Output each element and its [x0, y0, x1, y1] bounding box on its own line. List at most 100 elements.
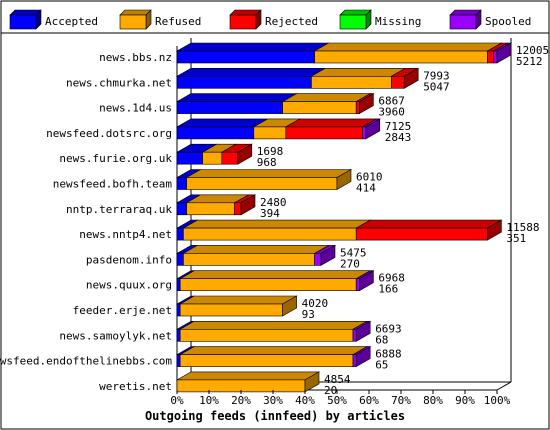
bar-accepted [176, 278, 181, 292]
total-label: 6693 [375, 322, 402, 335]
legend-swatch-missing [339, 14, 367, 30]
total-label: 12005 [516, 44, 549, 57]
bar-accepted [176, 101, 283, 114]
total-label: 5475 [340, 246, 367, 259]
bar-side [359, 93, 374, 115]
x-tick-label: 20% [231, 394, 251, 407]
bar-spooled [352, 354, 357, 367]
bar-accepted [176, 50, 315, 64]
bar-spooled [314, 253, 322, 266]
x-tick-label: 50% [327, 394, 347, 407]
bar-rejected [355, 101, 360, 114]
category-label: news.quux.org [86, 279, 172, 292]
bar-spooled [493, 50, 498, 64]
bar-accepted [176, 202, 187, 216]
bar-top-refused [179, 295, 298, 305]
x-tick-label: 90% [455, 394, 475, 407]
category-label: news.1d4.us [99, 102, 172, 115]
legend-swatch-rejected [229, 14, 257, 30]
x-tick-label: 70% [391, 394, 411, 407]
bar-refused [179, 278, 357, 292]
accepted-label: 351 [506, 232, 526, 245]
total-label: 7993 [423, 69, 450, 82]
bar-accepted [176, 354, 181, 367]
bar-side [320, 244, 336, 266]
bar-top-refused [179, 346, 369, 355]
bar-top-refused [281, 93, 372, 102]
bar-side [365, 118, 381, 140]
total-label: 4020 [302, 297, 329, 310]
category-label: news.samoylyk.net [59, 329, 172, 342]
bars [175, 42, 513, 393]
accepted-label: 968 [257, 156, 277, 169]
bar-accepted [176, 76, 312, 89]
bar-side [355, 346, 371, 368]
bar-spooled [355, 278, 360, 292]
category-labels: news.bbs.nz news.chmurka.net news.1d4.us ne… [0, 51, 172, 393]
bar-side [237, 143, 253, 165]
bar-side [359, 270, 374, 292]
bar-accepted [176, 151, 203, 165]
accepted-label: 166 [378, 283, 398, 296]
bar-top-refused [310, 68, 407, 77]
total-label: 2480 [260, 196, 287, 209]
bar-accepted [176, 126, 255, 140]
bar-rejected [221, 151, 239, 165]
accepted-label: 414 [356, 182, 376, 195]
bar-refused [314, 50, 488, 64]
bar-top-accepted [175, 93, 298, 102]
floor-right-edge [496, 381, 512, 391]
bar-top-accepted [175, 118, 269, 128]
bar-accepted [176, 177, 187, 190]
bar-refused [311, 76, 392, 89]
bar-top-rejected [355, 219, 503, 229]
total-label: 4854 [324, 373, 351, 386]
bar-side [403, 67, 419, 89]
category-label: newsfeed.endofthelinebbs.com [0, 355, 172, 368]
legend-label-refused: Refused [155, 15, 201, 28]
x-tick-label: 100% [484, 394, 511, 407]
bar-refused [186, 202, 235, 216]
x-tick-label: 10% [199, 394, 219, 407]
bar-refused [179, 328, 354, 342]
total-label: 6888 [375, 348, 402, 361]
bar-refused [282, 101, 357, 114]
bar-side [336, 168, 352, 191]
category-label: newsfeed.bofh.team [53, 178, 173, 191]
bar-side [496, 42, 512, 64]
bar-top-refused [182, 219, 372, 229]
category-label: feeder.erje.net [73, 304, 172, 317]
legend-label-accepted: Accepted [45, 15, 98, 28]
legend-label-rejected: Rejected [265, 15, 318, 28]
x-tick-label: 30% [263, 394, 283, 407]
bar-top-accepted [175, 68, 327, 77]
bar-side [240, 194, 256, 216]
bar-refused [179, 303, 283, 317]
accepted-label: 2843 [385, 131, 412, 144]
bar-top-refused [185, 169, 353, 178]
total-label: 6010 [356, 171, 383, 184]
bar-refused [183, 227, 357, 241]
category-label: weretis.net [99, 380, 172, 393]
total-label: 1698 [257, 145, 284, 158]
bar-side [355, 320, 371, 342]
category-label: news.nntp4.net [79, 228, 172, 241]
legend-swatch-accepted [9, 14, 37, 30]
bar-top-refused [179, 320, 369, 330]
x-tick-label: 80% [423, 394, 443, 407]
bar-side [282, 295, 297, 317]
legend: Accepted Refused Rejected Missing Spooled [1, 9, 549, 34]
bar-rejected [391, 76, 405, 89]
bar-top-refused [182, 245, 330, 254]
bar-side [487, 219, 502, 241]
accepted-label: 394 [260, 207, 280, 220]
category-label: nntp.terraraq.uk [66, 203, 172, 216]
bar-side [304, 371, 320, 393]
legend-swatch-spooled [449, 14, 477, 30]
bar-top-refused [313, 42, 503, 52]
legend-label-spooled: Spooled [485, 15, 531, 28]
legend-swatch-refused [119, 14, 147, 30]
bar-spooled [362, 126, 367, 140]
